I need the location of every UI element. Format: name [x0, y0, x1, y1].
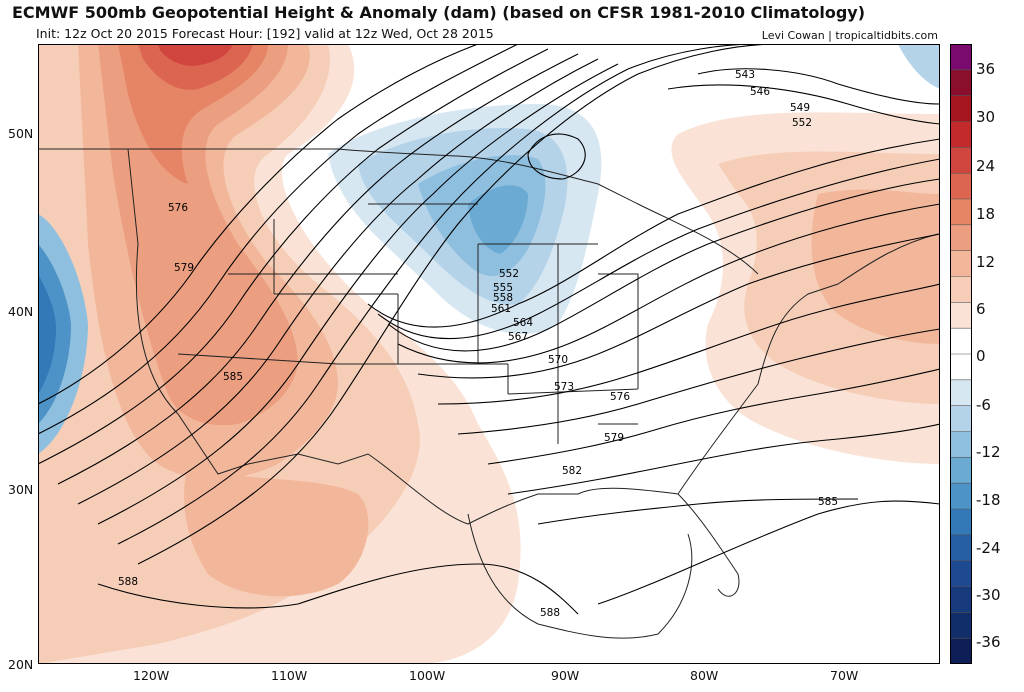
lon-label-90w: 90W: [551, 668, 580, 683]
colorbar-label: -36: [976, 633, 1001, 651]
contour-label: 555: [493, 282, 513, 294]
colorbar-label: 12: [976, 253, 996, 271]
colorbar-swatch: [950, 534, 972, 562]
contour-label: 582: [562, 465, 582, 477]
colorbar-swatch: [950, 250, 972, 277]
contour-label: 585: [818, 496, 838, 508]
contour-label: 549: [790, 102, 810, 114]
lat-label-40n: 40N: [8, 304, 34, 319]
colorbar-swatch: [950, 638, 972, 664]
colorbar-swatch: [950, 405, 972, 432]
lon-label-100w: 100W: [409, 668, 446, 683]
contour-label: 579: [174, 262, 194, 274]
map-title: ECMWF 500mb Geopotential Height & Anomal…: [12, 3, 866, 22]
contour-label: 579: [604, 432, 624, 444]
map-credit: Levi Cowan | tropicaltidbits.com: [761, 29, 938, 42]
lat-label-50n: 50N: [8, 126, 34, 141]
colorbar-swatch: [950, 431, 972, 458]
colorbar-swatch: [950, 560, 972, 587]
colorbar-label: 0: [976, 347, 986, 365]
lon-label-110w: 110W: [271, 668, 308, 683]
colorbar-swatch: [950, 483, 972, 510]
colorbar-swatch: [950, 95, 972, 122]
colorbar-swatch: [950, 224, 972, 252]
colorbar-swatch: [950, 276, 972, 303]
colorbar-label: -18: [976, 491, 1001, 509]
contour-label: 561: [491, 303, 511, 315]
lat-label-30n: 30N: [8, 482, 34, 497]
contour-label: 588: [118, 576, 138, 588]
colorbar-label: -12: [976, 443, 1001, 461]
contour-label: 564: [513, 317, 533, 329]
contour-label: 573: [554, 381, 574, 393]
contour-label: 546: [750, 86, 770, 98]
colorbar-label: -24: [976, 539, 1001, 557]
contour-label: 543: [735, 69, 755, 81]
colorbar-label: 24: [976, 157, 996, 175]
colorbar-swatch: [950, 147, 972, 174]
colorbar-swatch: [950, 199, 972, 226]
colorbar-swatch: [950, 302, 972, 329]
colorbar-label: -30: [976, 586, 1001, 604]
colorbar-label: 30: [976, 108, 996, 126]
lat-label-20n: 20N: [8, 657, 34, 672]
height-contours: [38, 44, 940, 615]
colorbar-swatch: [950, 586, 972, 613]
contour-label: 558: [493, 292, 513, 304]
colorbar-swatch: [950, 379, 972, 407]
positive-anomaly-shading: [38, 44, 940, 664]
anomaly-colorbar: [950, 44, 972, 664]
colorbar-swatch: [950, 173, 972, 200]
colorbar-swatch: [950, 121, 972, 148]
contour-label: 576: [168, 202, 188, 214]
contour-label: 552: [499, 268, 519, 280]
height-anomaly-map: 543 546 549 552 552 555 558 561 564 567 …: [38, 44, 940, 664]
colorbar-label: 6: [976, 300, 986, 318]
colorbar-label: -6: [976, 396, 991, 414]
lon-label-120w: 120W: [133, 668, 170, 683]
colorbar-swatch: [950, 44, 972, 71]
contour-label: 588: [540, 607, 560, 619]
contour-label: 552: [792, 117, 812, 129]
contour-label: 576: [610, 391, 630, 403]
political-boundaries: [38, 148, 939, 639]
map-subtitle: Init: 12z Oct 20 2015 Forecast Hour: [19…: [36, 26, 494, 41]
colorbar-label: 36: [976, 60, 996, 78]
colorbar-label: 18: [976, 205, 996, 223]
colorbar-swatch: [950, 328, 972, 355]
colorbar-swatch: [950, 612, 972, 639]
colorbar-swatch: [950, 354, 972, 381]
negative-anomaly-shading: [38, 44, 940, 454]
colorbar-swatch: [950, 69, 972, 97]
colorbar-swatch: [950, 457, 972, 484]
contour-label: 567: [508, 331, 528, 343]
colorbar-swatch: [950, 509, 972, 536]
contour-label: 570: [548, 354, 568, 366]
lon-label-80w: 80W: [690, 668, 719, 683]
lon-label-70w: 70W: [830, 668, 859, 683]
contour-label: 585: [223, 371, 243, 383]
